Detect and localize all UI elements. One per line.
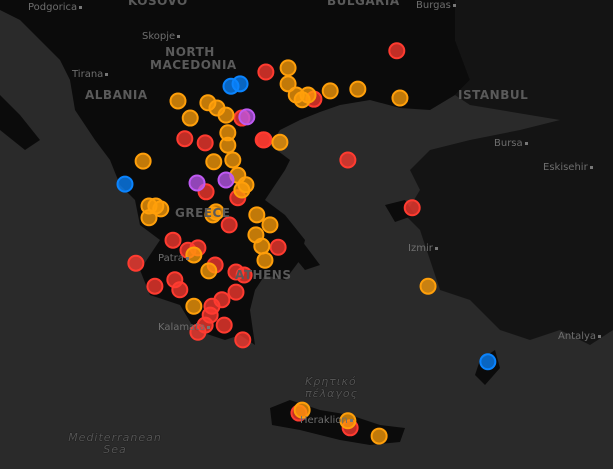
map-marker-red[interactable]: [339, 151, 357, 169]
map-marker-red[interactable]: [215, 316, 233, 334]
label-heraklion: Heraklion: [300, 415, 353, 426]
map-marker-orange[interactable]: [152, 200, 170, 218]
map-marker-orange[interactable]: [200, 262, 218, 280]
map-marker-orange[interactable]: [207, 203, 225, 221]
map-marker-red[interactable]: [220, 216, 238, 234]
label-bulgaria: BULGARIA: [327, 0, 400, 8]
label-greece: GREECE: [175, 206, 231, 220]
map-marker-red[interactable]: [127, 254, 145, 272]
map-marker-red[interactable]: [269, 238, 287, 256]
map-marker-orange[interactable]: [217, 106, 235, 124]
label-antalya: Antalya: [558, 331, 601, 342]
map-marker-orange[interactable]: [261, 216, 279, 234]
map-marker-red[interactable]: [388, 42, 406, 60]
label-albania: ALBANIA: [85, 88, 148, 102]
map-marker-red[interactable]: [164, 231, 182, 249]
map-marker-orange[interactable]: [349, 80, 367, 98]
label-cretan-sea: Κρητικό πέλαγος: [305, 375, 359, 400]
map-marker-orange[interactable]: [169, 92, 187, 110]
land-italy-heel: [0, 95, 40, 150]
map-marker-purple[interactable]: [238, 108, 256, 126]
map-marker-orange[interactable]: [205, 153, 223, 171]
map-marker-red[interactable]: [196, 134, 214, 152]
map-marker-orange[interactable]: [253, 237, 271, 255]
map-marker-orange[interactable]: [271, 133, 289, 151]
map-marker-orange[interactable]: [219, 136, 237, 154]
map-marker-orange[interactable]: [279, 75, 297, 93]
label-tirana: Tirana: [72, 69, 108, 80]
map-marker-orange[interactable]: [248, 206, 266, 224]
land-turkey: [405, 0, 613, 345]
label-podgorica: Podgorica: [28, 2, 82, 13]
map-marker-red[interactable]: [235, 266, 253, 284]
label-eskisehir: Eskisehir: [543, 162, 593, 173]
map-marker-orange[interactable]: [181, 109, 199, 127]
map-marker-orange[interactable]: [279, 59, 297, 77]
map-marker-blue[interactable]: [479, 353, 497, 371]
map-marker-orange[interactable]: [321, 82, 339, 100]
label-skopje: Skopje: [142, 31, 180, 42]
map-marker-blue[interactable]: [116, 175, 134, 193]
map-marker-purple[interactable]: [188, 174, 206, 192]
map-marker-red[interactable]: [255, 131, 273, 149]
map-marker-red[interactable]: [146, 277, 164, 295]
map-marker-purple[interactable]: [217, 171, 235, 189]
label-izmir: Izmir: [408, 243, 438, 254]
label-kalamata: Kalamata: [158, 322, 210, 333]
map-marker-red[interactable]: [201, 306, 219, 324]
map-marker-orange[interactable]: [299, 86, 317, 104]
map-marker-red[interactable]: [176, 130, 194, 148]
label-kosovo: KOSOVO: [128, 0, 188, 8]
map-marker-red[interactable]: [171, 281, 189, 299]
map-marker-orange[interactable]: [391, 89, 409, 107]
map-marker-orange[interactable]: [224, 151, 242, 169]
map-marker-orange[interactable]: [370, 427, 388, 445]
label-istanbul: ISTANBUL: [458, 88, 529, 102]
map-marker-red[interactable]: [403, 199, 421, 217]
map-marker-red[interactable]: [257, 63, 275, 81]
land-euboea: [270, 215, 320, 270]
map-marker-orange[interactable]: [233, 181, 251, 199]
label-mediterranean-sea: Mediterranean Sea: [68, 431, 162, 456]
label-athens: ATHENS: [235, 268, 292, 282]
label-burgas: Burgas: [416, 0, 456, 11]
map-marker-orange[interactable]: [419, 277, 437, 295]
label-patra: Patra: [158, 253, 189, 264]
map-marker-orange[interactable]: [134, 152, 152, 170]
label-north-macedonia: NORTH MACEDONIA: [150, 45, 237, 72]
map-marker-blue[interactable]: [231, 75, 249, 93]
map-marker-red[interactable]: [227, 283, 245, 301]
map-marker-orange[interactable]: [256, 251, 274, 269]
map-marker-orange[interactable]: [185, 297, 203, 315]
label-bursa: Bursa: [494, 138, 528, 149]
map-marker-red[interactable]: [234, 331, 252, 349]
map-marker-orange[interactable]: [140, 209, 158, 227]
